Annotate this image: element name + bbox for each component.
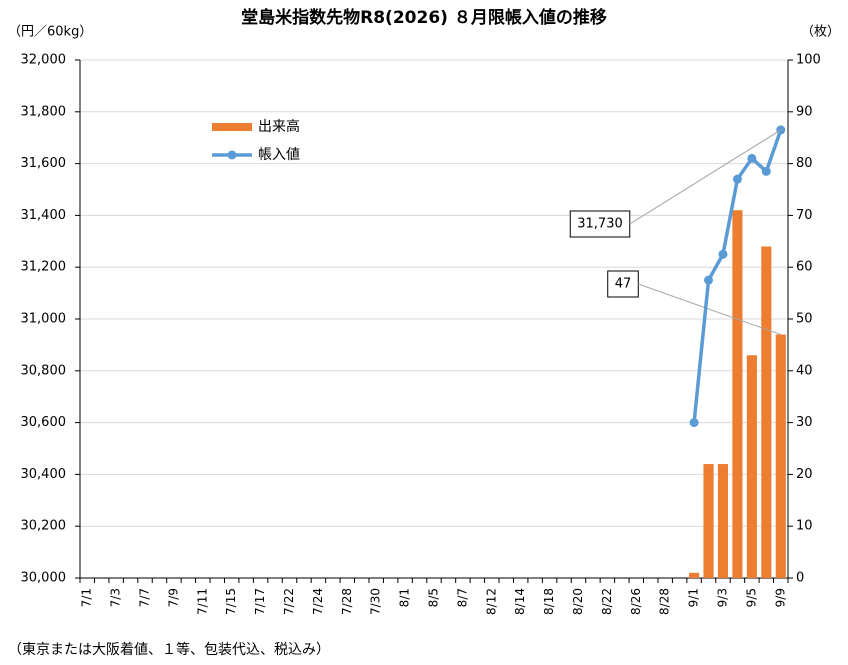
x-tick-label: 7/1 xyxy=(80,588,94,607)
bar xyxy=(703,464,714,578)
y-tick-label: 30,200 xyxy=(21,519,67,534)
y2-tick-label: 40 xyxy=(796,363,813,378)
x-tick-label: 7/3 xyxy=(109,588,123,607)
callout-box xyxy=(607,270,639,298)
y2-tick-label: 30 xyxy=(796,415,813,430)
bar xyxy=(761,246,772,579)
x-tick-label: 8/28 xyxy=(658,588,672,615)
y2-tick-label: 20 xyxy=(796,467,813,482)
x-tick-label: 8/12 xyxy=(484,588,498,615)
y-tick-label: 31,600 xyxy=(21,156,67,171)
y2-tick-label: 100 xyxy=(796,53,821,68)
footnote: （東京または大阪着値、１等、包装代込、税込み） xyxy=(8,641,330,658)
x-tick-label: 9/3 xyxy=(715,588,729,607)
y-tick-label: 31,800 xyxy=(21,104,67,119)
x-tick-label: 8/18 xyxy=(542,588,556,615)
x-tick-label: 7/9 xyxy=(166,588,180,607)
callout-leader xyxy=(638,283,781,336)
x-tick-label: 7/24 xyxy=(311,588,325,615)
x-tick-label: 7/17 xyxy=(253,588,267,615)
x-tick-label: 7/22 xyxy=(282,588,296,615)
callout-label: 47 xyxy=(615,277,632,292)
y-tick-label: 30,400 xyxy=(21,467,67,482)
x-tick-label: 7/15 xyxy=(224,588,238,615)
legend-label: 出来高 xyxy=(258,118,300,135)
x-tick-label: 8/22 xyxy=(600,588,614,615)
x-tick-label: 8/5 xyxy=(427,588,441,607)
x-tick-label: 8/1 xyxy=(398,588,412,607)
line-marker xyxy=(747,153,757,163)
x-tick-label: 7/28 xyxy=(340,588,354,615)
line-marker xyxy=(689,418,699,428)
x-tick-label: 8/20 xyxy=(571,588,585,615)
y2-tick-label: 70 xyxy=(796,208,813,223)
y-tick-label: 30,600 xyxy=(21,415,67,430)
x-tick-label: 9/5 xyxy=(744,588,758,607)
bar xyxy=(746,355,757,578)
y2-tick-label: 50 xyxy=(796,312,813,327)
y-tick-label: 31,400 xyxy=(21,208,67,223)
callout-label: 31,730 xyxy=(577,217,623,232)
y2-tick-label: 0 xyxy=(796,571,804,586)
x-tick-label: 9/9 xyxy=(773,588,787,607)
y-axis-label: （円／60kg） xyxy=(8,25,92,40)
legend-swatch xyxy=(227,150,237,160)
line-marker xyxy=(704,275,714,285)
x-tick-label: 9/1 xyxy=(687,588,701,607)
legend-label: 帳入値 xyxy=(258,147,300,163)
bar xyxy=(732,210,743,578)
x-tick-label: 7/30 xyxy=(369,588,383,615)
x-tick-label: 8/26 xyxy=(629,588,643,615)
bar xyxy=(689,572,700,578)
callout-box xyxy=(569,210,631,238)
bar xyxy=(717,464,729,578)
x-tick-label: 7/7 xyxy=(138,588,152,607)
y2-tick-label: 10 xyxy=(796,519,813,534)
y-tick-label: 30,800 xyxy=(21,363,67,378)
bar xyxy=(775,334,786,578)
y-tick-label: 31,200 xyxy=(21,260,67,275)
y-tick-label: 32,000 xyxy=(21,53,67,68)
line-marker xyxy=(761,166,771,176)
x-tick-label: 7/11 xyxy=(195,588,209,615)
y2-tick-label: 60 xyxy=(796,260,813,275)
y2-tick-label: 90 xyxy=(796,104,813,119)
y2-tick-label: 80 xyxy=(796,156,813,171)
y-tick-label: 31,000 xyxy=(21,312,67,327)
y-tick-label: 30,000 xyxy=(21,571,67,586)
line-marker xyxy=(718,249,728,259)
callout-leader xyxy=(629,129,782,225)
x-tick-label: 8/14 xyxy=(513,588,527,615)
chart-title: 堂島米指数先物R8(2026) ８月限帳入値の推移 xyxy=(241,7,607,28)
legend-swatch xyxy=(212,123,252,131)
line-marker xyxy=(732,174,742,184)
x-tick-label: 8/7 xyxy=(455,588,469,607)
y2-axis-label: （枚） xyxy=(801,25,840,40)
